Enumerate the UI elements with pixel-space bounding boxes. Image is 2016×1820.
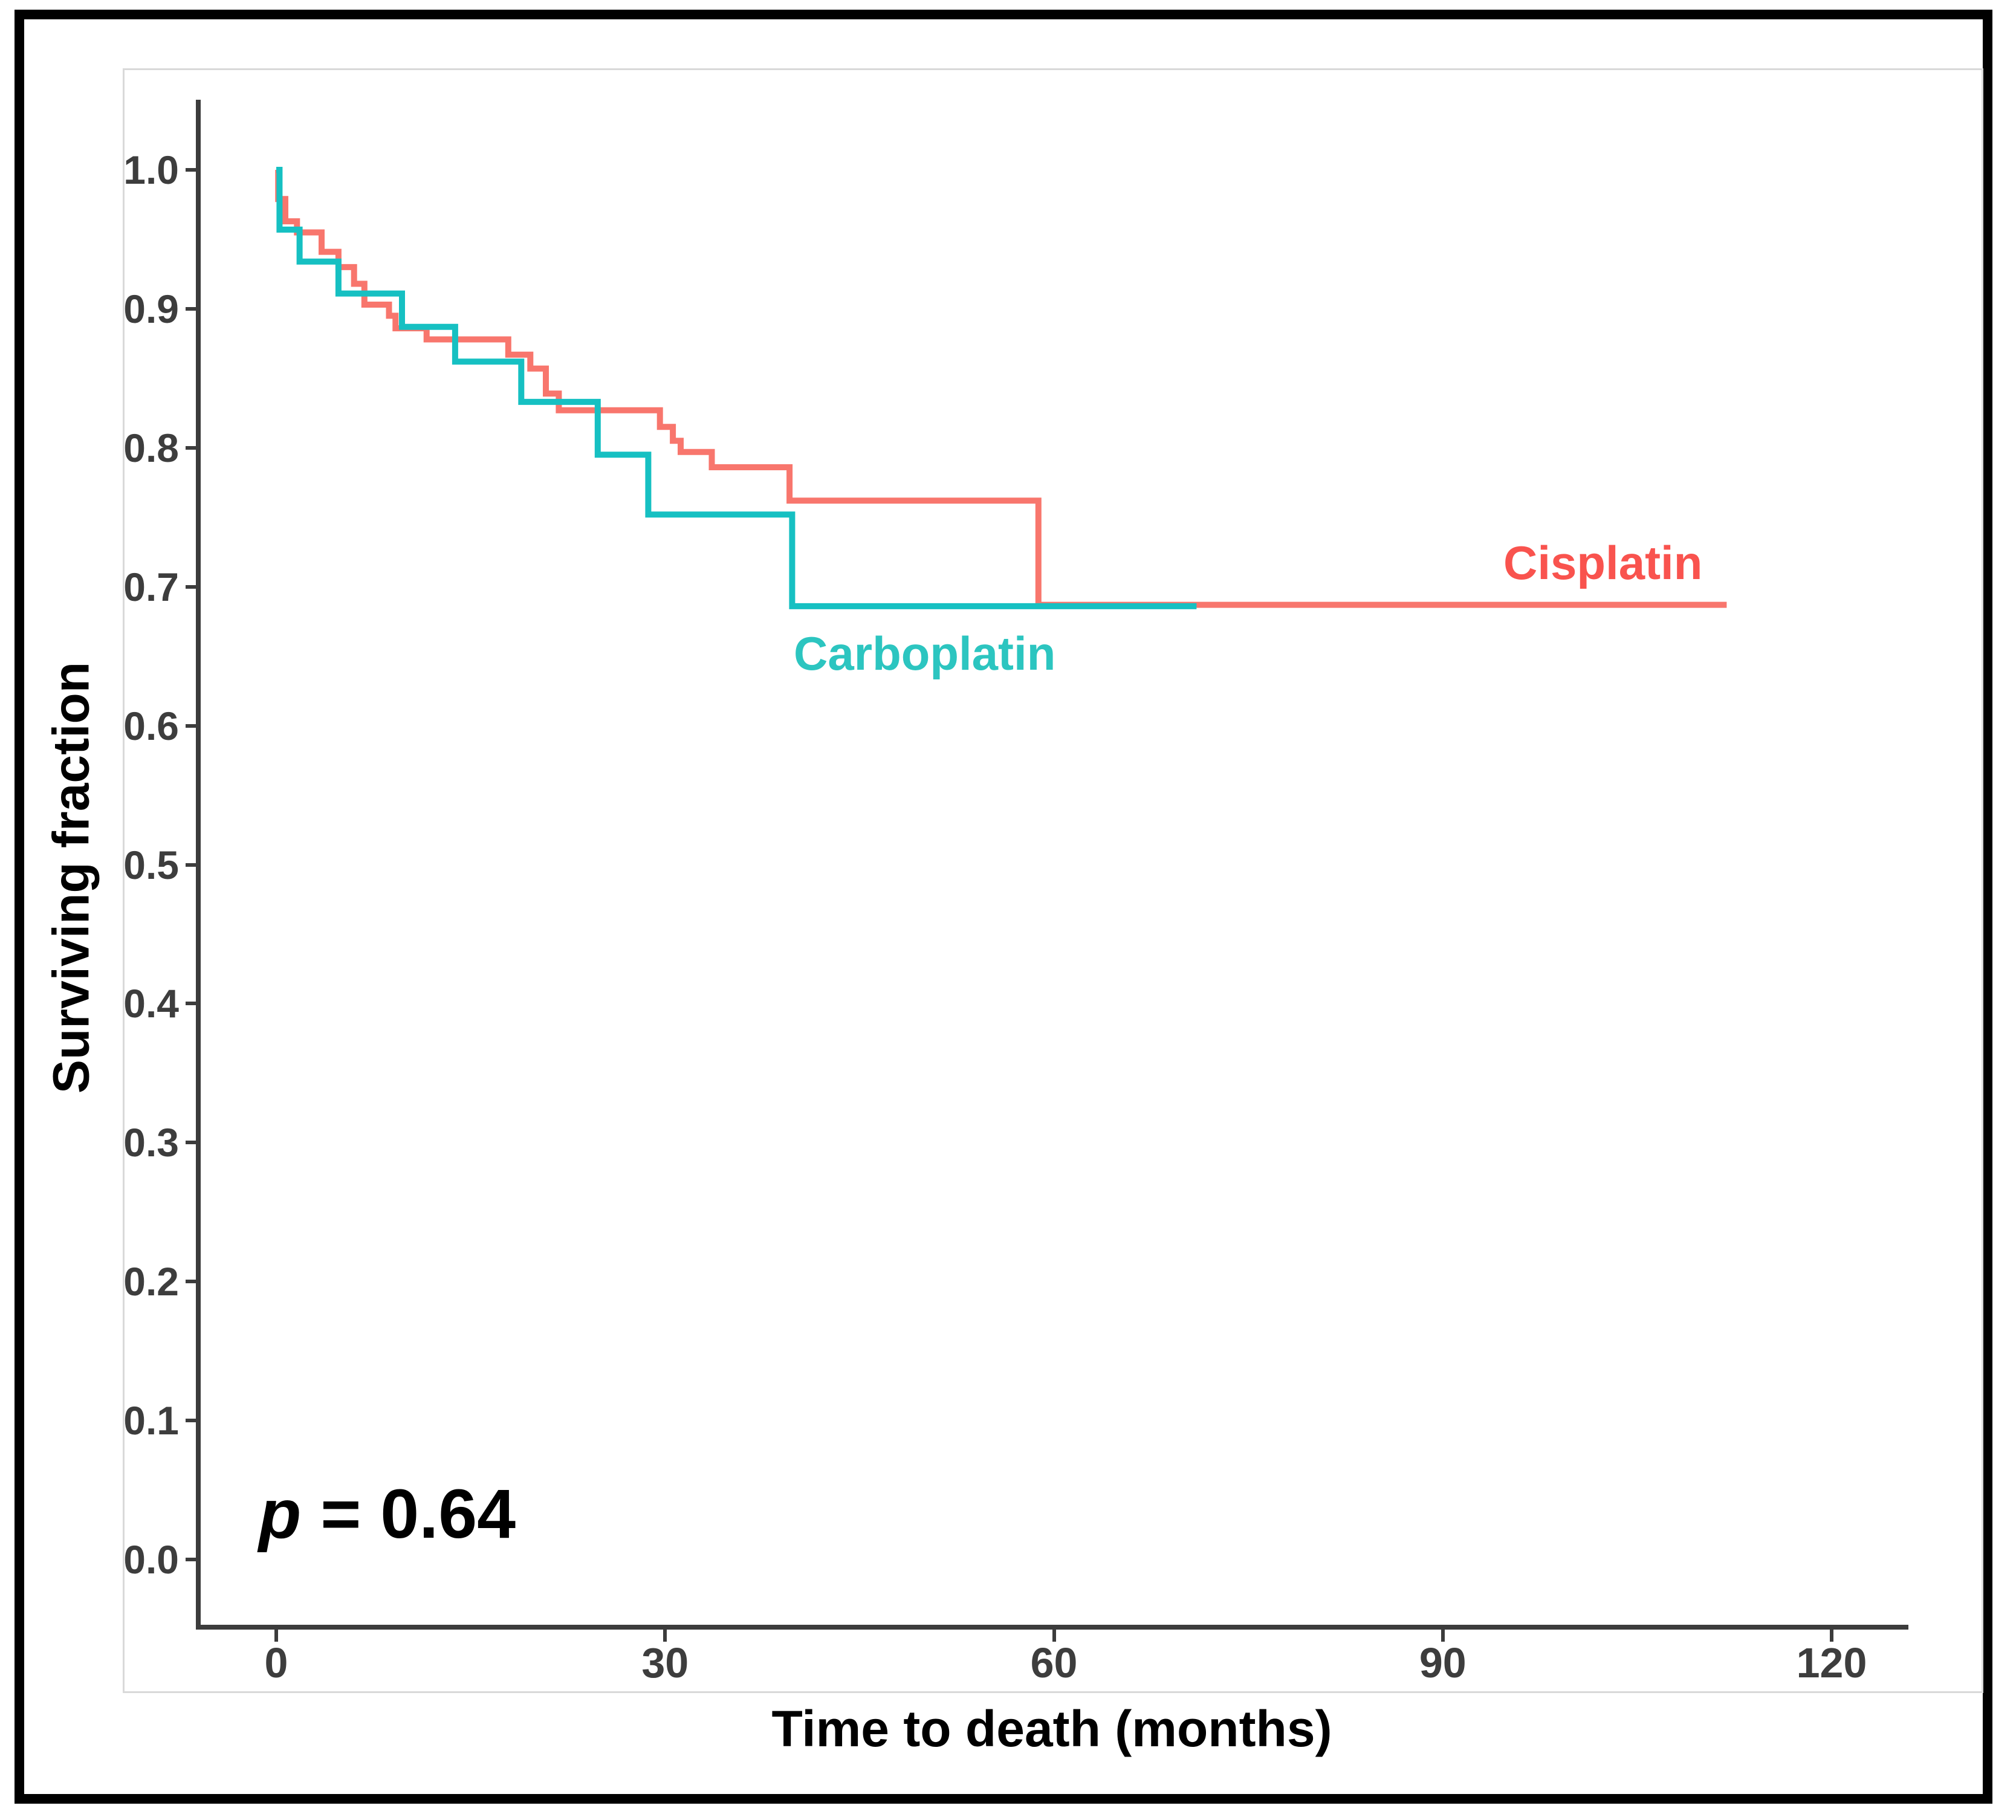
x-tick-label: 120 [1796, 1639, 1867, 1686]
cisplatin-series-label: Cisplatin [1503, 536, 1703, 589]
x-tick [1052, 1630, 1056, 1642]
x-tick [1441, 1630, 1445, 1642]
p-value-text: = 0.64 [301, 1475, 516, 1553]
y-tick [186, 1558, 196, 1561]
x-tick-label: 30 [641, 1639, 689, 1686]
y-tick [186, 168, 196, 172]
y-tick [186, 724, 196, 728]
y-tick-label: 0.3 [123, 1120, 179, 1165]
y-tick [186, 1419, 196, 1423]
y-tick-label: 0.6 [123, 703, 179, 748]
y-tick [186, 1141, 196, 1145]
y-tick-label: 0.9 [123, 286, 179, 331]
x-tick [274, 1630, 278, 1642]
y-tick-label: 0.8 [123, 425, 179, 470]
y-tick [186, 445, 196, 450]
carboplatin-series-label: Carboplatin [794, 627, 1056, 680]
x-tick-label: 90 [1419, 1639, 1467, 1686]
y-axis-line [196, 100, 201, 1630]
y-axis-title: Surviving fraction [42, 661, 100, 1094]
p-value-annotation: p = 0.64 [259, 1478, 516, 1550]
y-tick [186, 1002, 196, 1006]
x-tick [663, 1630, 667, 1642]
x-tick [1830, 1630, 1834, 1642]
y-tick [186, 306, 196, 311]
y-tick [186, 585, 196, 589]
x-axis-line [196, 1625, 1908, 1630]
x-tick-label: 60 [1030, 1639, 1078, 1686]
carboplatin-curve [276, 167, 1197, 609]
y-tick-label: 0.2 [123, 1259, 179, 1304]
y-tick-label: 1.0 [123, 147, 179, 192]
y-tick-label: 0.1 [123, 1398, 179, 1443]
p-symbol: p [259, 1475, 302, 1553]
cisplatin-curve [275, 167, 1727, 608]
y-tick-label: 0.7 [123, 564, 179, 609]
y-tick [186, 863, 196, 867]
y-tick-label: 0.4 [123, 981, 179, 1026]
x-axis-title: Time to death (months) [771, 1700, 1332, 1757]
y-tick-label: 0.0 [123, 1537, 179, 1582]
x-tick-label: 0 [264, 1639, 288, 1686]
y-tick-label: 0.5 [123, 842, 179, 887]
y-tick [186, 1280, 196, 1284]
